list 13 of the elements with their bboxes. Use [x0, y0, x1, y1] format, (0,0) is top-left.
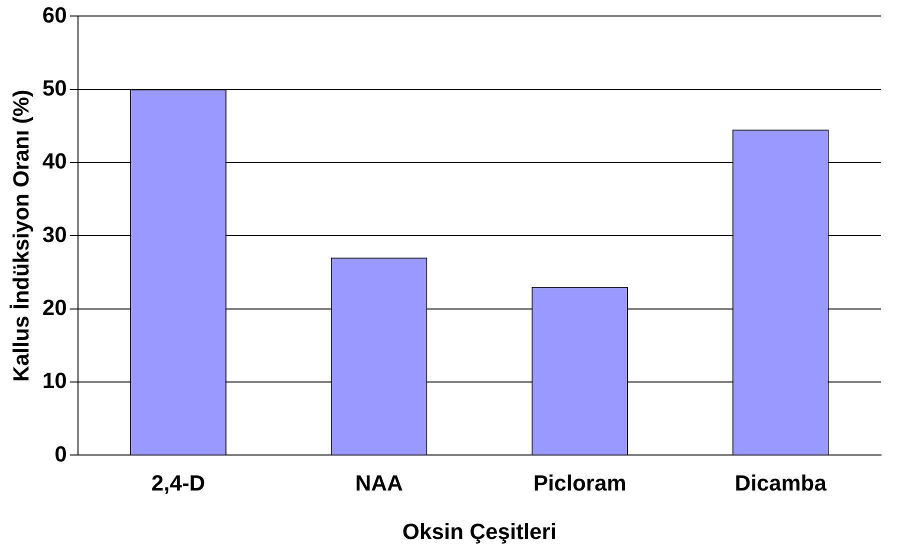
- x-tick-label: Picloram: [533, 470, 626, 496]
- y-tick-label: 20: [42, 294, 67, 320]
- x-tick-label: NAA: [355, 470, 403, 496]
- x-tick-label: Dicamba: [734, 470, 828, 496]
- y-tick-label: 50: [42, 75, 67, 100]
- y-axis-title: Kallus İndüksiyon Oranı (%): [8, 90, 34, 382]
- y-tick-label: 0: [54, 441, 67, 466]
- x-axis-title: Oksin Çeşitleri: [402, 518, 556, 544]
- y-tick-label: 60: [42, 2, 67, 28]
- y-tick-label: 40: [42, 148, 67, 174]
- y-tick-label: 30: [42, 222, 67, 247]
- x-tick-label: 2,4-D: [151, 470, 206, 496]
- y-tick-label: 10: [42, 368, 67, 394]
